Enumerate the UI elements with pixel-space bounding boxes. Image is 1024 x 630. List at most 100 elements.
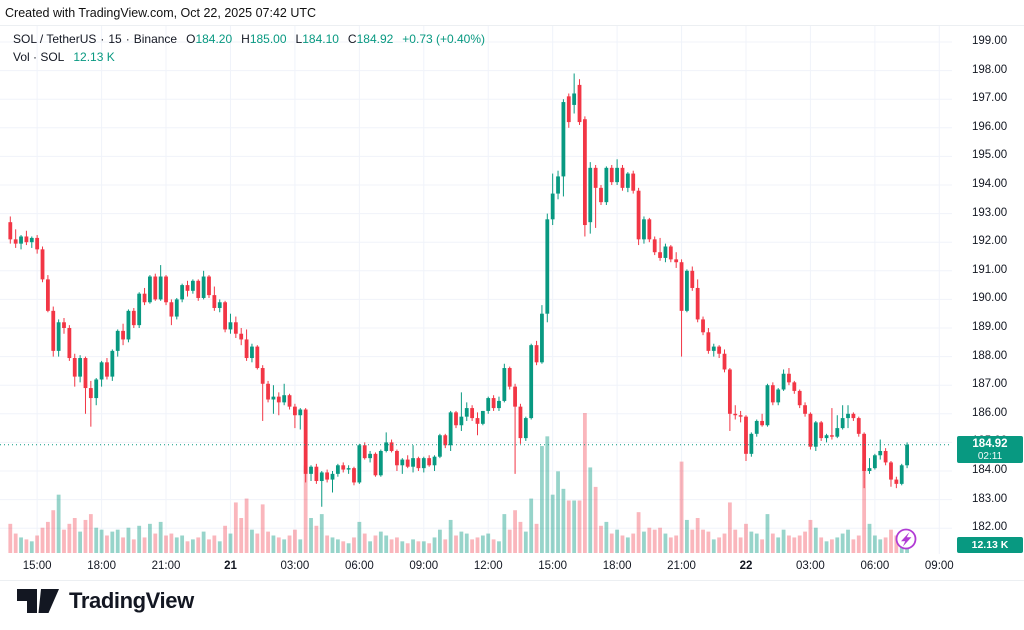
candle-body (158, 276, 163, 300)
interval-label[interactable]: 15 (108, 32, 122, 46)
candle-body (395, 450, 399, 466)
volume-bar (507, 529, 512, 553)
volume-bar (24, 539, 29, 553)
time-axis-label: 21:00 (151, 560, 181, 572)
candle-body (599, 187, 603, 203)
candle-body (862, 433, 867, 471)
volume-bar (733, 529, 738, 553)
volume-bar (556, 471, 560, 553)
time-axis[interactable]: 15:00 18:00 21:00 21 03:00 06:00 09:00 12:00 15:… (0, 556, 1024, 580)
volume-bar (72, 518, 77, 553)
volume-bar (765, 514, 770, 553)
candle-body (121, 330, 125, 340)
candle-body (889, 462, 893, 480)
candle-body (835, 428, 840, 437)
volume-bar (309, 518, 313, 553)
candle-body (335, 465, 340, 474)
volume-bar (813, 527, 818, 553)
symbol-name[interactable]: SOL / TetherUS (13, 32, 97, 46)
volume-bar (88, 514, 93, 553)
candle-body (8, 222, 13, 240)
volume-bar (727, 502, 732, 553)
candle-body (400, 459, 405, 466)
volume-bar (625, 537, 630, 553)
candle-body (905, 444, 909, 466)
candle-body (88, 388, 93, 399)
candle-body (244, 339, 249, 359)
volume-row: Vol · SOL 12.13 K (13, 48, 485, 66)
volume-bar (83, 519, 88, 553)
volume-bar (298, 539, 303, 553)
volume-bar (13, 533, 18, 553)
candle-body (271, 396, 276, 400)
tradingview-logo[interactable]: TradingView (16, 588, 194, 614)
bottom-divider (0, 580, 1024, 581)
brand-name: TradingView (69, 588, 194, 613)
candle-body (368, 453, 372, 459)
candle-body (540, 313, 544, 363)
high-value: 185.00 (249, 32, 287, 46)
volume-bar (99, 529, 104, 553)
candle-body (658, 252, 662, 258)
candle-body (604, 167, 609, 203)
volume-bar (341, 541, 346, 553)
volume-bar (840, 533, 845, 553)
candle-body (754, 420, 759, 434)
candle-body (550, 193, 555, 220)
candle-body (373, 453, 378, 476)
price-axis[interactable]: 199.00 198.00 197.00 196.00 195.00 194.00 193.… (956, 26, 1024, 555)
volume-bar (577, 500, 582, 553)
time-axis-label: 18:00 (87, 560, 116, 572)
volume-bar (212, 535, 217, 553)
candle-body (593, 167, 598, 188)
candle-body (878, 450, 883, 456)
candle-body (427, 458, 432, 466)
volume-bar (738, 537, 743, 553)
candle-body (282, 395, 287, 403)
volume-bar (550, 494, 555, 553)
candle-body (169, 302, 174, 317)
volume-bar (582, 413, 587, 553)
candle-body (255, 346, 260, 369)
top-divider (0, 25, 1024, 26)
volume-bar (432, 537, 437, 553)
candle-body (631, 173, 636, 191)
volume-bar (180, 535, 185, 553)
volume-bar (797, 535, 802, 553)
candle-body (615, 167, 620, 183)
low-label: L (295, 32, 303, 46)
candle-body (561, 102, 566, 177)
volume-bar (561, 488, 566, 553)
candle-body (577, 84, 582, 123)
volume-bar (599, 525, 603, 553)
candle-body (276, 396, 281, 403)
candle-body (362, 445, 367, 459)
volume-bar (787, 535, 791, 553)
volume-bar (266, 531, 270, 553)
volume-bar (862, 463, 867, 553)
time-axis-label: 22 (739, 560, 753, 572)
candle-body (685, 270, 689, 311)
volume-bar (330, 537, 335, 553)
candle-body (830, 435, 834, 437)
volume-bar (781, 529, 786, 553)
volume-bar (572, 500, 577, 553)
candle-body (448, 412, 453, 446)
volume-bar (685, 519, 689, 553)
candle-body (207, 276, 211, 296)
time-axis-label: 03:00 (280, 560, 310, 572)
candle-body (438, 435, 442, 457)
candle-body (190, 280, 195, 291)
candle-body (529, 345, 534, 419)
time-axis-label: 12:00 (473, 560, 503, 572)
candle-body (164, 276, 168, 303)
volume-value-badge: 12.13 K (957, 537, 1023, 553)
volume-bar (523, 531, 528, 553)
volume-bar (137, 525, 142, 553)
volume-bar (717, 537, 722, 553)
time-axis-label: 21:00 (667, 560, 696, 572)
candle-body (663, 246, 668, 258)
candle-body (24, 236, 29, 243)
volume-bar (502, 514, 507, 553)
